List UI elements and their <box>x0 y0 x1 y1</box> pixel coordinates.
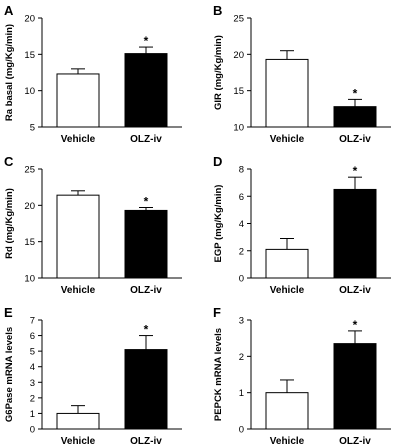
y-tick-label: 6 <box>30 331 35 342</box>
category-label: OLZ-iv <box>130 134 162 145</box>
panel-a: A 5 10 15 20 Ra basal (mg/Kg/min) Vehicle * OLZ-… <box>4 3 182 145</box>
panel-e: E 0 1 2 3 4 5 6 7 G6Pase mRNA levels Vehicle * OLZ-i… <box>4 305 182 447</box>
y-tick-label: 10 <box>233 123 244 134</box>
y-tick-label: 15 <box>233 86 244 97</box>
significance-star: * <box>353 86 358 100</box>
y-tick-label: 0 <box>30 425 35 436</box>
panel-d: D 0 2 4 6 8 EGP (mg/Kg/min) Vehicle * OLZ-iv <box>213 154 391 296</box>
y-tick-label: 8 <box>239 165 244 176</box>
significance-star: * <box>353 164 358 178</box>
category-label: OLZ-iv <box>339 436 371 447</box>
bar-olz-iv <box>124 53 168 128</box>
y-tick-label: 20 <box>24 14 35 25</box>
y-tick-label: 0 <box>239 425 244 436</box>
panel-letter: D <box>213 154 222 169</box>
bar-vehicle <box>265 58 309 128</box>
y-axis-label: EGP (mg/Kg/min) <box>213 185 224 263</box>
y-tick-label: 25 <box>24 165 35 176</box>
panel-b: B 10 15 20 25 GIR (mg/Kg/min) Vehicle * OLZ-iv <box>213 3 391 145</box>
category-label: Vehicle <box>61 134 96 145</box>
y-tick-label: 5 <box>30 347 35 358</box>
panel-letter: F <box>213 305 221 320</box>
significance-star: * <box>144 195 149 209</box>
bar-vehicle <box>56 412 100 430</box>
y-tick-label: 15 <box>24 50 35 61</box>
y-tick-label: 1 <box>30 409 35 420</box>
panel-c: C 10 15 20 25 Rd (mg/Kg/min) Vehicle * OLZ-iv <box>4 154 182 296</box>
bar-olz-iv <box>124 209 168 279</box>
y-axis-label: G6Pase mRNA levels <box>4 327 15 422</box>
category-label: Vehicle <box>61 436 96 447</box>
y-tick-label: 20 <box>233 50 244 61</box>
category-label: OLZ-iv <box>339 285 371 296</box>
y-axis-label: PEPCK mRNA levels <box>213 328 224 421</box>
bar-vehicle <box>265 248 309 279</box>
category-label: Vehicle <box>270 134 305 145</box>
category-label: Vehicle <box>270 436 305 447</box>
category-label: Vehicle <box>61 285 96 296</box>
category-label: OLZ-iv <box>339 134 371 145</box>
category-label: Vehicle <box>270 285 305 296</box>
y-axis-label: Ra basal (mg/Kg/min) <box>4 24 15 121</box>
y-tick-label: 20 <box>24 201 35 212</box>
bar-olz-iv <box>124 349 168 430</box>
bar-vehicle <box>56 194 100 279</box>
panel-f: F 0 1 2 3 PEPCK mRNA levels Vehicle * OLZ-iv <box>213 305 391 447</box>
y-tick-label: 10 <box>24 86 35 97</box>
y-tick-label: 5 <box>30 123 35 134</box>
y-tick-label: 2 <box>239 352 244 363</box>
y-tick-label: 3 <box>239 316 244 327</box>
y-axis-label: Rd (mg/Kg/min) <box>4 188 15 259</box>
bar-olz-iv <box>333 188 377 279</box>
y-tick-label: 6 <box>239 192 244 203</box>
y-tick-label: 4 <box>239 219 244 230</box>
y-tick-label: 4 <box>30 362 35 373</box>
significance-star: * <box>353 318 358 332</box>
category-label: OLZ-iv <box>130 436 162 447</box>
y-tick-label: 1 <box>239 388 244 399</box>
significance-star: * <box>144 34 149 48</box>
bar-olz-iv <box>333 343 377 430</box>
y-tick-label: 2 <box>239 246 244 257</box>
panel-letter: E <box>4 305 13 320</box>
y-tick-label: 2 <box>30 393 35 404</box>
bar-vehicle <box>56 73 100 128</box>
bar-olz-iv <box>333 106 377 128</box>
y-tick-label: 15 <box>24 237 35 248</box>
y-tick-label: 7 <box>30 316 35 327</box>
y-tick-label: 25 <box>233 14 244 25</box>
category-label: OLZ-iv <box>130 285 162 296</box>
significance-star: * <box>144 323 149 337</box>
y-tick-label: 0 <box>239 274 244 285</box>
panel-letter: A <box>4 3 14 18</box>
bar-vehicle <box>265 392 309 430</box>
panel-letter: C <box>4 154 14 169</box>
y-axis-label: GIR (mg/Kg/min) <box>213 35 224 110</box>
y-tick-label: 3 <box>30 378 35 389</box>
y-tick-label: 10 <box>24 274 35 285</box>
panel-letter: B <box>213 3 222 18</box>
